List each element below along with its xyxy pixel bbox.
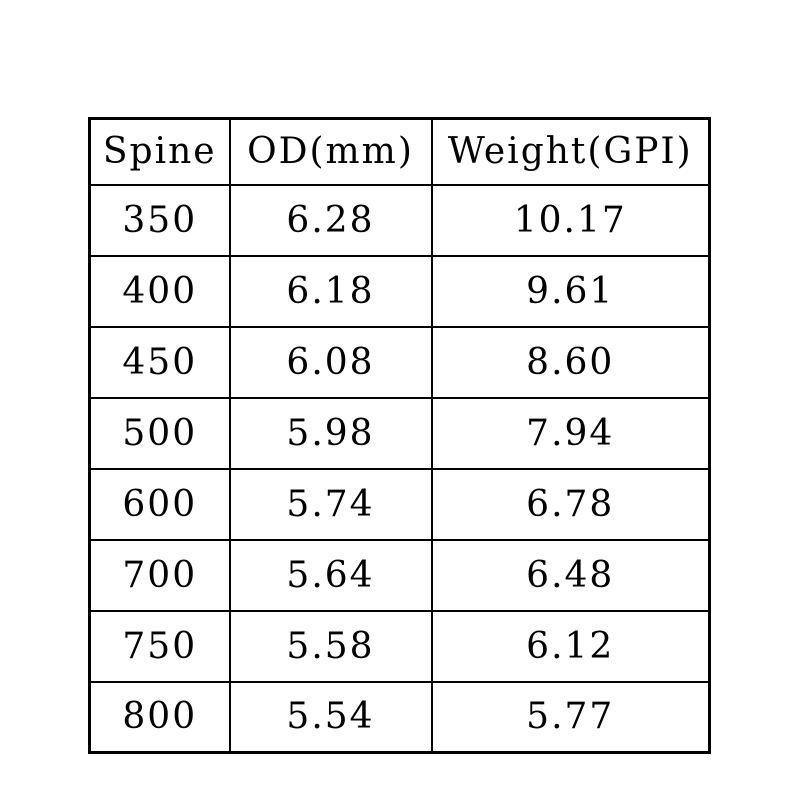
cell-weight: 5.77 xyxy=(430,680,711,754)
table-row: 400 6.18 9.61 xyxy=(88,254,711,328)
table-row: 500 5.98 7.94 xyxy=(88,396,711,470)
header-row: Spine OD(mm) Weight(GPI) xyxy=(88,117,711,186)
cell-spine: 400 xyxy=(88,254,231,328)
cell-spine: 450 xyxy=(88,325,231,399)
table-row: 800 5.54 5.77 xyxy=(88,680,711,754)
cell-weight: 8.60 xyxy=(430,325,711,399)
cell-od: 5.54 xyxy=(228,680,433,754)
cell-weight: 6.48 xyxy=(430,538,711,612)
cell-od: 6.08 xyxy=(228,325,433,399)
table-row: 700 5.64 6.48 xyxy=(88,538,711,612)
cell-od: 6.28 xyxy=(228,183,433,257)
table-row: 600 5.74 6.78 xyxy=(88,467,711,541)
cell-spine: 600 xyxy=(88,467,231,541)
cell-spine: 800 xyxy=(88,680,231,754)
table-row: 750 5.58 6.12 xyxy=(88,609,711,683)
cell-od: 5.74 xyxy=(228,467,433,541)
cell-od: 5.64 xyxy=(228,538,433,612)
cell-weight: 6.78 xyxy=(430,467,711,541)
cell-od: 5.58 xyxy=(228,609,433,683)
cell-weight: 6.12 xyxy=(430,609,711,683)
header-cell-spine: Spine xyxy=(88,117,231,186)
cell-spine: 500 xyxy=(88,396,231,470)
cell-spine: 750 xyxy=(88,609,231,683)
table-row: 450 6.08 8.60 xyxy=(88,325,711,399)
arrow-spec-table: Spine OD(mm) Weight(GPI) 350 6.28 10.17 … xyxy=(88,117,711,754)
cell-spine: 350 xyxy=(88,183,231,257)
cell-weight: 7.94 xyxy=(430,396,711,470)
cell-weight: 10.17 xyxy=(430,183,711,257)
cell-od: 6.18 xyxy=(228,254,433,328)
table-row: 350 6.28 10.17 xyxy=(88,183,711,257)
header-cell-weight: Weight(GPI) xyxy=(430,117,711,186)
cell-spine: 700 xyxy=(88,538,231,612)
cell-weight: 9.61 xyxy=(430,254,711,328)
header-cell-od: OD(mm) xyxy=(228,117,433,186)
cell-od: 5.98 xyxy=(228,396,433,470)
